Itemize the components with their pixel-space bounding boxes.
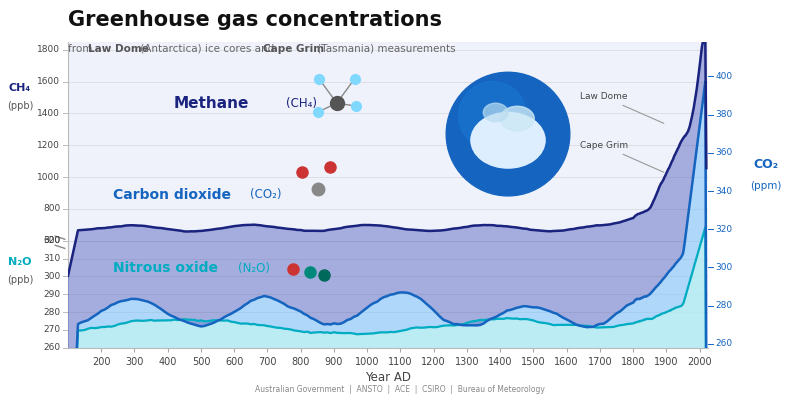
Text: 260: 260 [43,343,60,352]
Text: (ppm): (ppm) [750,181,782,191]
Text: (Antarctica) ice cores and: (Antarctica) ice cores and [137,44,278,54]
Text: 260: 260 [716,339,733,349]
Text: 800: 800 [43,204,60,213]
Text: Cape Grim: Cape Grim [580,141,664,172]
Text: 280: 280 [716,301,733,310]
Text: Law Dome: Law Dome [88,44,149,54]
Text: 280: 280 [43,308,60,317]
Text: Cape Grim: Cape Grim [263,44,324,54]
Ellipse shape [483,103,508,122]
Ellipse shape [500,106,534,131]
Text: from: from [68,44,96,54]
Text: 270: 270 [43,326,60,334]
Text: 1600: 1600 [38,77,60,86]
Text: 1800: 1800 [38,45,60,54]
Text: Nitrous oxide: Nitrous oxide [113,261,218,275]
Text: 400: 400 [716,72,733,81]
Circle shape [458,82,526,150]
Text: 310: 310 [43,254,60,263]
Text: (N₂O): (N₂O) [238,262,270,275]
Circle shape [446,72,570,196]
Text: 320: 320 [716,225,733,234]
Ellipse shape [471,112,545,168]
Text: (ppb): (ppb) [7,275,33,285]
Text: (CH₄): (CH₄) [286,96,317,110]
Text: Carbon dioxide: Carbon dioxide [113,188,231,202]
Text: (ppb): (ppb) [7,101,33,111]
Text: 1000: 1000 [38,173,60,181]
Text: (CO₂): (CO₂) [250,188,282,202]
Text: 290: 290 [43,290,60,299]
X-axis label: Year AD: Year AD [365,371,411,384]
Text: 600: 600 [43,236,60,245]
Text: 360: 360 [716,148,733,157]
Text: 300: 300 [716,263,733,272]
Text: Greenhouse gas concentrations: Greenhouse gas concentrations [68,10,442,31]
Text: 320: 320 [43,236,60,245]
Text: CO₂: CO₂ [753,158,778,171]
Text: N₂O: N₂O [8,257,32,267]
Text: 380: 380 [716,110,733,119]
Text: 300: 300 [43,272,60,281]
Text: 1200: 1200 [38,141,60,150]
Text: CH₄: CH₄ [9,83,31,93]
Text: 1400: 1400 [38,109,60,118]
Text: (Tasmania) measurements: (Tasmania) measurements [314,44,456,54]
Text: Law Dome: Law Dome [580,93,664,123]
Text: 340: 340 [716,186,733,196]
Text: Methane: Methane [174,96,249,111]
Text: Australian Government  |  ANSTO  |  ACE  |  CSIRO  |  Bureau of Meteorology: Australian Government | ANSTO | ACE | CS… [255,385,545,394]
